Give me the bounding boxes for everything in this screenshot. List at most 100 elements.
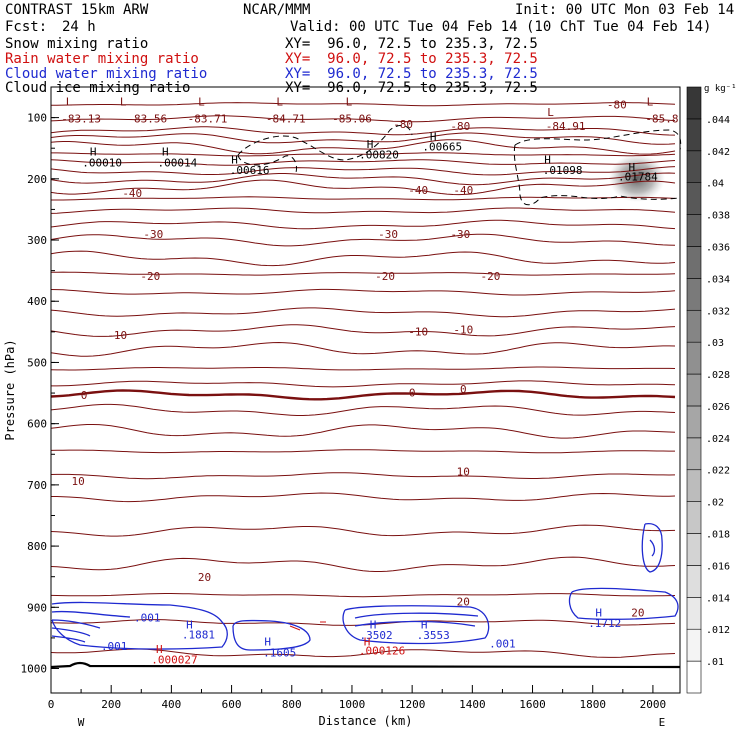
- extremum-marker: L: [66, 95, 73, 108]
- isotherm-line: [51, 196, 676, 201]
- colorbar-unit: g kg⁻¹: [704, 84, 737, 94]
- colorbar-segment: [686, 150, 702, 183]
- temperature-label: -10: [107, 329, 127, 342]
- y-tick-label: 700: [27, 479, 47, 492]
- snow-label: .00010: [82, 157, 122, 170]
- temperature-label: -30: [450, 228, 470, 241]
- colorbar-segment: [686, 278, 702, 311]
- y-tick-label: 100: [27, 112, 47, 125]
- temperature-label: -80: [450, 120, 470, 133]
- extremum-marker: H: [186, 619, 193, 632]
- extremum-marker: L: [647, 95, 654, 108]
- cloud-water-contours: [51, 522, 679, 651]
- rain-contour: [289, 621, 326, 631]
- y-tick-label: 600: [27, 418, 47, 431]
- temperature-label: -80: [607, 98, 627, 111]
- isotherm-line: [50, 593, 676, 598]
- snow-label: .00014: [158, 157, 198, 170]
- extremum-marker: H: [430, 130, 437, 143]
- cloud-water-label: .001: [489, 638, 516, 651]
- colorbar-level-label: .036: [706, 242, 730, 253]
- extremum-marker: H: [264, 635, 271, 648]
- isotherm-line: [50, 341, 676, 357]
- temperature-label: 10: [457, 466, 470, 479]
- colorbar-segment: [686, 214, 702, 247]
- isotherm-line: [50, 449, 675, 454]
- y-tick-label: 400: [27, 295, 47, 308]
- isotherm-line: [50, 166, 676, 176]
- contour-labels: -83.13 -83.56 -83.71 -84.71 -85.06 -80 -80 -80 -…: [61, 95, 678, 666]
- rain-contours: [289, 621, 326, 631]
- extremum-marker: H: [156, 643, 163, 656]
- isotherm-line: [51, 152, 676, 157]
- isotherm-line: [51, 492, 676, 503]
- isotherm-line: [50, 172, 676, 186]
- isotherm-line: [50, 159, 676, 166]
- colorbar-segment: [686, 86, 702, 120]
- colorbar-level-label: .012: [706, 625, 730, 636]
- west-label: W: [78, 716, 85, 729]
- x-tick-label: 1200: [399, 698, 426, 711]
- colorbar-segment: [686, 182, 702, 215]
- colorbar-segment: [686, 118, 702, 152]
- extremum-marker: L: [547, 106, 554, 119]
- temperature-label: -20: [375, 270, 395, 283]
- extremum-marker: L: [346, 95, 353, 108]
- y-tick-label: 200: [27, 173, 47, 186]
- x-tick-label: 1000: [339, 698, 366, 711]
- field-name-rain: Rain water mixing ratio: [5, 51, 199, 67]
- y-tick-label: 500: [27, 356, 47, 369]
- extremum-marker: H: [544, 154, 551, 167]
- temperature-label: -40: [408, 184, 428, 197]
- colorbar-segment: [686, 628, 702, 662]
- rain-label: .000027: [151, 654, 197, 667]
- field-xy-cloud-water: XY= 96.0, 72.5 to 235.3, 72.5: [285, 66, 538, 82]
- cloud-water-label: .1605: [263, 646, 296, 659]
- isotherm-line: [50, 389, 676, 401]
- colorbar-segment: [686, 437, 702, 471]
- colorbar-level-label: .028: [706, 370, 730, 381]
- forecast-label: Fcst:: [5, 19, 48, 35]
- y-tick-label: 300: [27, 234, 47, 247]
- x-tick-label: 800: [282, 698, 302, 711]
- isotherm-line: [50, 288, 676, 296]
- snow-shading: [609, 154, 665, 202]
- x-tick-label: 1600: [519, 698, 546, 711]
- extremum-marker: H: [162, 146, 169, 159]
- field-xy-cloud-ice: XY= 96.0, 72.5 to 235.3, 72.5: [285, 80, 538, 96]
- snow-label: .00616: [230, 164, 270, 177]
- colorbar-level-label: .018: [706, 530, 730, 541]
- isotherm-line: [50, 102, 676, 107]
- isotherm-line: [50, 207, 676, 214]
- isotherm-line: [50, 115, 676, 123]
- field-xy-snow: XY= 96.0, 72.5 to 235.3, 72.5: [285, 36, 538, 52]
- colorbar-segment: [686, 341, 702, 375]
- temperature-label: 20: [631, 606, 644, 619]
- colorbar-segment: [686, 469, 702, 502]
- rain-label: .000126: [359, 644, 405, 657]
- temperature-label: -30: [143, 228, 163, 241]
- center-title: NCAR/MMM: [243, 2, 311, 18]
- x-tick-label: 600: [222, 698, 242, 711]
- cloud-water-label: .1881: [182, 629, 215, 642]
- y-tick-label: 900: [27, 601, 47, 614]
- extremum-marker: H: [367, 138, 374, 151]
- extremum-marker: L: [120, 95, 127, 108]
- colorbar-level-label: .044: [706, 115, 730, 126]
- temperature-label: 10: [71, 475, 84, 488]
- temperature-label: -20: [140, 270, 160, 283]
- isotherm-line: [50, 324, 676, 337]
- model-title: CONTRAST 15km ARW: [5, 2, 149, 18]
- y-tick-label: 800: [27, 540, 47, 553]
- x-tick-label: 1800: [579, 698, 606, 711]
- colorbar-segment: [686, 405, 702, 439]
- temperature-label: -85.06: [332, 113, 372, 126]
- init-time: Init: 00 UTC Mon 03 Feb 14: [515, 2, 735, 18]
- temperature-label: -10: [408, 326, 428, 339]
- extremum-marker: H: [629, 161, 636, 174]
- colorbar-level-label: .032: [706, 306, 730, 317]
- cloud-water-label: .001: [134, 611, 161, 624]
- valid-time: Valid: 00 UTC Tue 04 Feb 14 (10 ChT Tue …: [290, 19, 712, 35]
- colorbar-level-label: .034: [706, 274, 730, 285]
